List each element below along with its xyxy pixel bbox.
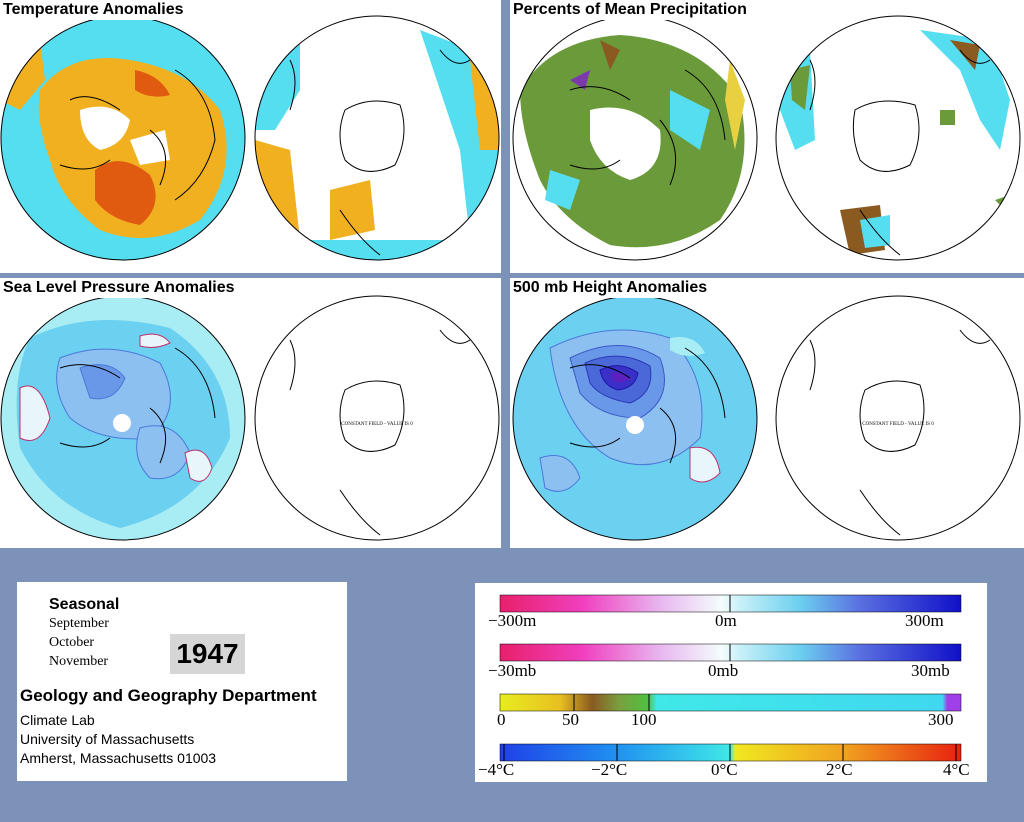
precip-label-50: 50 [562, 710, 579, 729]
height-label-zero: 0m [715, 611, 737, 630]
temp-label-0: 0°C [711, 760, 738, 779]
temperature-sh-map [255, 16, 499, 260]
lab-line-2: University of Massachusetts [20, 731, 195, 747]
temp-label-minus2: −2°C [591, 760, 628, 779]
temperature-maps [0, 15, 500, 261]
temperature-panel: Temperature Anomalies [0, 0, 501, 273]
height-label-max: 300m [905, 611, 944, 630]
slp-nh-map [1, 296, 245, 540]
slp-sh-map [254, 295, 500, 541]
slp-constant-note: CONSTANT FIELD - VALUE IS 0 [341, 422, 413, 427]
height500-sh-map [775, 295, 1021, 541]
pressure-label-max: 30mb [911, 661, 950, 680]
month-2: October [49, 635, 95, 650]
precip-label-300: 300 [928, 710, 954, 729]
temp-label-4: 4°C [943, 760, 970, 779]
precip-sh-map [776, 16, 1020, 260]
month-1: September [49, 616, 109, 631]
month-3: November [49, 654, 109, 669]
precip-title: Percents of Mean Precipitation [510, 0, 750, 20]
precip-nh-map [513, 16, 757, 260]
info-box: Seasonal September October November 1947… [17, 582, 347, 781]
height-label-min: −300m [488, 611, 537, 630]
height500-panel: 500 mb Height Anomalies CONSTANT FIELD -… [510, 278, 1024, 548]
legend-box: −300m 0m 300m −30mb 0mb 30mb 0 50 100 30… [475, 583, 987, 782]
lab-line-1: Climate Lab [20, 712, 95, 728]
height500-constant-note: CONSTANT FIELD - VALUE IS 0 [862, 422, 934, 427]
height500-title: 500 mb Height Anomalies [510, 278, 711, 298]
height500-nh-map [513, 296, 757, 540]
slp-title: Sea Level Pressure Anomalies [0, 278, 238, 298]
temperature-title: Temperature Anomalies [0, 0, 187, 20]
precip-maps [512, 15, 1021, 261]
lab-line-3: Amherst, Massachusetts 01003 [20, 750, 217, 766]
pressure-label-min: −30mb [488, 661, 537, 680]
temp-label-minus4: −4°C [478, 760, 515, 779]
height500-maps: CONSTANT FIELD - VALUE IS 0 [512, 295, 1021, 541]
department-name: Geology and Geography Department [20, 686, 317, 705]
temp-label-2: 2°C [826, 760, 853, 779]
legend-bars [499, 594, 962, 762]
pressure-label-zero: 0mb [708, 661, 739, 680]
temperature-nh-map [1, 16, 245, 260]
season-heading: Seasonal [49, 596, 120, 613]
slp-panel: Sea Level Pressure Anomalies CONSTANT FI… [0, 278, 501, 548]
precip-panel: Percents of Mean Precipitation [510, 0, 1024, 273]
year-label: 1947 [170, 634, 245, 674]
precip-label-0: 0 [497, 710, 506, 729]
precip-label-100: 100 [631, 710, 657, 729]
slp-maps: CONSTANT FIELD - VALUE IS 0 [0, 295, 500, 541]
